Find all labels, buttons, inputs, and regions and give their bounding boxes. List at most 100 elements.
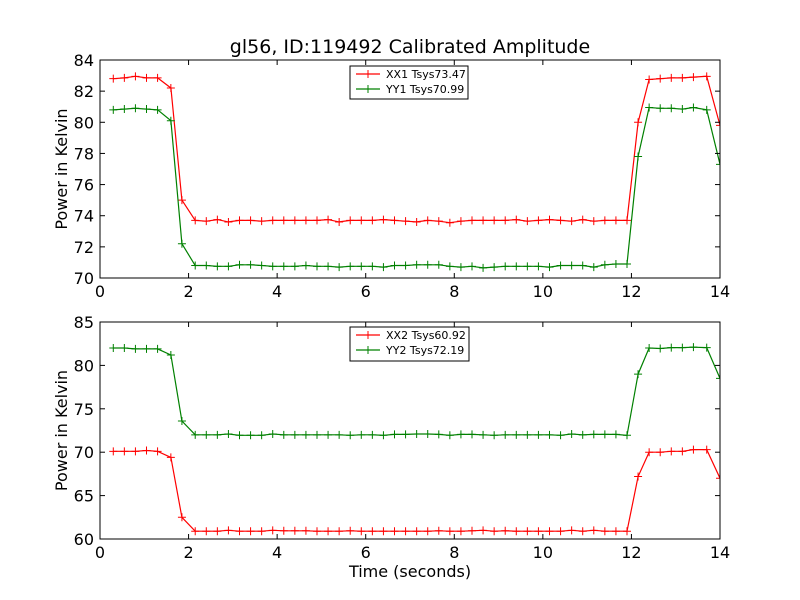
data-point-marker bbox=[313, 430, 321, 439]
data-point-marker bbox=[578, 261, 587, 270]
data-point-marker bbox=[645, 75, 654, 84]
data-point-marker bbox=[523, 527, 532, 536]
data-point-marker bbox=[600, 527, 609, 536]
data-point-marker bbox=[153, 105, 162, 114]
data-point-marker bbox=[434, 430, 443, 439]
data-point-marker bbox=[689, 73, 698, 82]
x-tick-label: 6 bbox=[361, 282, 371, 301]
data-point-marker bbox=[545, 430, 554, 439]
data-point-marker bbox=[545, 215, 554, 224]
data-point-marker bbox=[301, 526, 310, 535]
data-point-marker bbox=[335, 217, 344, 226]
data-point-marker bbox=[177, 196, 186, 205]
plot-frame bbox=[99, 59, 721, 279]
data-point-marker bbox=[589, 217, 598, 226]
data-point-marker bbox=[534, 216, 543, 225]
data-point-marker bbox=[290, 430, 299, 439]
data-point-marker bbox=[202, 261, 211, 270]
data-point-marker bbox=[357, 262, 366, 271]
data-point-marker bbox=[716, 160, 720, 169]
data-point-marker bbox=[490, 263, 499, 272]
data-point-marker bbox=[423, 260, 432, 269]
x-tick-label: 8 bbox=[449, 543, 459, 562]
data-point-marker bbox=[611, 527, 620, 536]
data-point-marker bbox=[120, 344, 129, 353]
data-point-marker bbox=[142, 105, 151, 114]
data-point-marker bbox=[257, 217, 266, 226]
data-point-marker bbox=[235, 260, 244, 269]
data-point-marker bbox=[142, 344, 151, 353]
data-point-marker bbox=[246, 431, 255, 440]
data-point-marker bbox=[623, 216, 631, 225]
data-point-marker bbox=[246, 260, 255, 269]
data-point-marker bbox=[423, 216, 432, 225]
data-point-marker bbox=[456, 263, 465, 272]
data-point-marker bbox=[678, 447, 687, 456]
data-point-marker bbox=[645, 344, 654, 353]
data-point-marker bbox=[153, 447, 162, 456]
data-point-marker bbox=[567, 261, 576, 270]
data-point-marker bbox=[412, 260, 421, 269]
x-tick-label: 10 bbox=[533, 543, 553, 562]
data-point-marker bbox=[390, 216, 399, 225]
data-point-marker bbox=[120, 105, 129, 114]
data-point-marker bbox=[166, 116, 175, 125]
series-group bbox=[109, 343, 720, 536]
x-tick-label: 10 bbox=[533, 282, 553, 301]
x-tick-label: 0 bbox=[95, 282, 105, 301]
data-point-marker bbox=[545, 263, 554, 272]
data-point-marker bbox=[368, 430, 377, 439]
data-point-marker bbox=[702, 343, 711, 352]
data-point-marker bbox=[324, 215, 333, 224]
y-tick-label: 70 bbox=[74, 443, 94, 462]
data-point-marker bbox=[634, 152, 643, 161]
legend-marker bbox=[364, 85, 372, 93]
data-point-marker bbox=[202, 430, 211, 439]
data-point-marker bbox=[702, 445, 711, 454]
data-point-marker bbox=[479, 526, 488, 535]
data-point-marker bbox=[368, 216, 377, 225]
data-point-marker bbox=[634, 118, 643, 127]
data-point-marker bbox=[109, 74, 118, 83]
data-point-marker bbox=[578, 430, 587, 439]
data-point-marker bbox=[534, 430, 543, 439]
data-point-marker bbox=[401, 217, 410, 226]
data-point-marker bbox=[268, 526, 277, 535]
data-point-marker bbox=[468, 430, 476, 439]
data-point-marker bbox=[645, 448, 654, 457]
data-point-marker bbox=[235, 216, 244, 225]
data-point-marker bbox=[368, 527, 377, 536]
data-point-marker bbox=[501, 262, 510, 271]
x-tick-label: 14 bbox=[710, 543, 730, 562]
data-point-marker bbox=[224, 217, 233, 226]
data-point-marker bbox=[589, 430, 598, 439]
legend-label: YY1 Tsys70.99 bbox=[385, 83, 464, 96]
data-point-marker bbox=[456, 527, 465, 536]
data-point-marker bbox=[301, 261, 310, 270]
data-point-marker bbox=[346, 431, 355, 440]
data-point-marker bbox=[423, 429, 432, 438]
data-point-marker bbox=[623, 527, 631, 536]
data-point-marker bbox=[656, 104, 665, 113]
y-tick-label: 60 bbox=[74, 530, 94, 549]
data-point-marker bbox=[445, 527, 454, 536]
data-point-marker bbox=[523, 262, 532, 271]
x-axis-label: Time (seconds) bbox=[348, 562, 471, 581]
y-tick-label: 78 bbox=[74, 144, 94, 163]
data-point-marker bbox=[109, 344, 118, 353]
data-point-marker bbox=[702, 72, 711, 81]
data-point-marker bbox=[456, 217, 465, 226]
data-point-marker bbox=[634, 472, 643, 481]
data-point-marker bbox=[512, 215, 521, 224]
data-point-marker bbox=[456, 430, 465, 439]
x-tick-label: 4 bbox=[272, 282, 282, 301]
data-point-marker bbox=[235, 431, 244, 440]
data-point-marker bbox=[556, 527, 565, 536]
data-point-marker bbox=[656, 74, 665, 83]
data-point-marker bbox=[379, 431, 388, 440]
data-point-marker bbox=[257, 527, 266, 536]
data-point-marker bbox=[131, 344, 140, 353]
data-point-marker bbox=[468, 216, 476, 225]
data-point-marker bbox=[313, 527, 321, 536]
data-point-marker bbox=[335, 263, 344, 272]
